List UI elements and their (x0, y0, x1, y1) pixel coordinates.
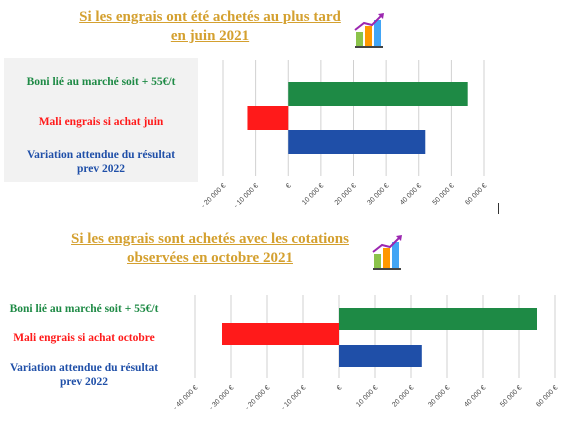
chart2-category-3: Variation attendue du résultat prev 2022 (9, 362, 159, 388)
chart2-tick-label: 40 000 € (463, 384, 487, 408)
chart2-tick-label: - 10 000 € (280, 384, 307, 411)
chart2-tick-label: € (336, 384, 344, 392)
chart2-plot: - 40 000 € - 30 000 € - 20 000 € - 10 000 €… (172, 295, 559, 412)
chart1-bar-1 (288, 82, 468, 106)
chart2-title: Si les engrais sont achetés avec les cot… (40, 230, 380, 268)
chart1-bar-3 (288, 130, 426, 154)
chart2-tick-label: 20 000 € (391, 384, 415, 408)
chart1-title: Si les engrais ont été achetés au plus t… (40, 8, 380, 46)
chart1-tick-label: 10 000 € (301, 182, 325, 206)
chart2-tick-label: - 20 000 € (244, 384, 271, 411)
chart1-category-3: Variation attendue du résultat prev 2022 (26, 149, 176, 175)
chart2-tick-label: 60 000 € (535, 384, 559, 408)
chart1-title-line1: Si les engrais ont été achetés au plus t… (79, 9, 341, 25)
chart2-category-panel: Boni lié au marché soit + 55€/t Mali eng… (0, 293, 170, 396)
chart1-tick-label: 20 000 € (334, 182, 358, 206)
chart1-tick-label: - 20 000 € (200, 182, 227, 209)
chart1-bar-2 (247, 106, 289, 130)
text-cursor (498, 203, 499, 214)
chart1-category-1: Boni lié au marché soit + 55€/t (26, 76, 176, 88)
chart2-bar-1 (339, 308, 537, 330)
chart1-tick-label: 30 000 € (366, 182, 390, 206)
chart2-tick-label: - 40 000 € (172, 384, 199, 411)
chart2-category-2: Mali engrais si achat octobre (13, 332, 155, 344)
chart1-category-panel: Boni lié au marché soit + 55€/t Mali eng… (4, 58, 198, 182)
chart1-tick-label: 50 000 € (432, 182, 456, 206)
chart2-tick-label: 30 000 € (427, 384, 451, 408)
chart2-tick-label: - 30 000 € (208, 384, 235, 411)
chart1-title-line2: en juin 2021 (170, 28, 250, 44)
bar-chart-arrow-icon (354, 13, 384, 48)
chart2-bar-2 (222, 323, 339, 345)
chart1-tick-label: € (285, 182, 293, 190)
chart1-tick-label: 40 000 € (399, 182, 423, 206)
chart2-title-line1: Si les engrais sont achetés avec les cot… (71, 231, 349, 247)
chart1-tick-label: - 10 000 € (233, 182, 260, 209)
chart1-category-2: Mali engrais si achat juin (38, 116, 164, 128)
chart2-title-line2: observées en octobre 2021 (127, 250, 293, 266)
chart2-bar-3 (339, 345, 422, 367)
chart2-tick-label: 10 000 € (355, 384, 379, 408)
chart1-plot: - 20 000 € - 10 000 € €10 000 € 20 000 € 30 … (200, 60, 488, 210)
bar-chart-arrow-icon (372, 235, 402, 270)
chart2-tick-label: 50 000 € (499, 384, 523, 408)
chart2-category-1: Boni lié au marché soit + 55€/t (9, 303, 159, 315)
chart1-tick-label: 60 000 € (464, 182, 488, 206)
